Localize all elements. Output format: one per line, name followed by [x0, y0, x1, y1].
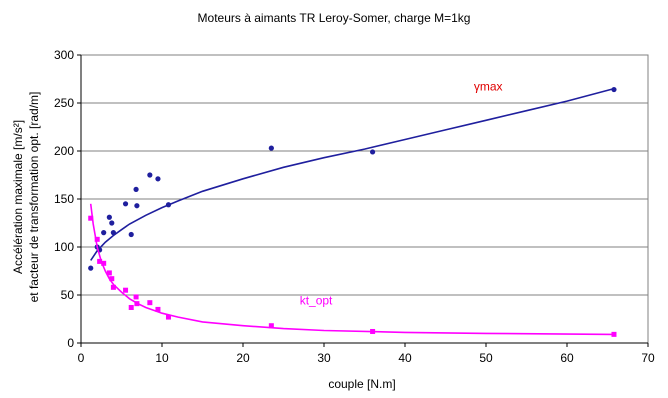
data-point — [611, 331, 617, 337]
x-tick-label: 0 — [78, 351, 85, 365]
data-point — [133, 294, 139, 300]
y-tick-label: 250 — [54, 96, 74, 110]
data-point — [94, 236, 100, 242]
data-point — [611, 86, 617, 93]
x-tick-label: 70 — [641, 351, 655, 365]
series--max — [88, 86, 617, 271]
x-tick-label: 20 — [236, 351, 250, 365]
data-point — [147, 172, 153, 178]
data-point — [165, 202, 172, 208]
y-tick-label: 200 — [54, 144, 74, 158]
data-point — [133, 186, 139, 192]
data-point — [134, 203, 140, 209]
data-point — [110, 230, 116, 236]
data-point — [165, 314, 171, 320]
y-axis-title-line1: Accélération maximale [m/s²] — [11, 120, 25, 274]
data-point — [370, 149, 376, 155]
data-point — [101, 260, 107, 266]
data-point — [88, 215, 94, 221]
data-point — [88, 265, 94, 271]
data-point — [370, 328, 376, 334]
trend-line — [90, 87, 615, 261]
data-point — [106, 214, 112, 220]
data-point — [109, 220, 115, 226]
series-annotation: kt_opt — [300, 294, 333, 308]
x-tick-label: 40 — [398, 351, 412, 365]
x-axis-title: couple [N.m] — [328, 377, 395, 391]
data-point — [97, 258, 103, 264]
data-point — [122, 201, 129, 207]
chart-title: Moteurs à aimants TR Leroy-Somer, charge… — [198, 11, 471, 25]
data-point — [155, 306, 161, 312]
annotation-layer: γmax kt_opt — [300, 80, 503, 308]
series-kt-opt — [88, 203, 617, 337]
data-point — [268, 145, 274, 151]
data-point — [123, 287, 129, 293]
y-tick-label: 300 — [54, 48, 74, 62]
y-axis-title-line2: et facteur de transformation opt. [rad/m… — [27, 92, 41, 303]
series-layer — [88, 86, 617, 337]
data-point — [268, 323, 274, 329]
x-tick-label: 10 — [155, 351, 169, 365]
y-tick-label: 50 — [61, 288, 75, 302]
x-tick-label: 60 — [560, 351, 574, 365]
data-point — [155, 176, 161, 182]
data-point — [134, 301, 140, 307]
x-tick-label: 30 — [317, 351, 331, 365]
data-point — [147, 300, 153, 306]
x-tick-label: 50 — [479, 351, 493, 365]
x-axis: 0 10 20 30 40 50 60 70 — [78, 342, 655, 365]
data-point — [128, 231, 134, 238]
y-axis: 0 50 100 150 200 250 300 — [54, 48, 82, 350]
series-annotation: γmax — [474, 80, 503, 94]
data-point — [109, 276, 115, 282]
data-point — [106, 270, 112, 276]
y-tick-label: 150 — [54, 192, 74, 206]
data-point — [110, 284, 116, 290]
gridlines — [81, 54, 648, 296]
data-point — [101, 230, 107, 236]
y-tick-label: 100 — [54, 240, 74, 254]
y-tick-label: 0 — [67, 336, 74, 350]
data-point — [128, 304, 134, 310]
